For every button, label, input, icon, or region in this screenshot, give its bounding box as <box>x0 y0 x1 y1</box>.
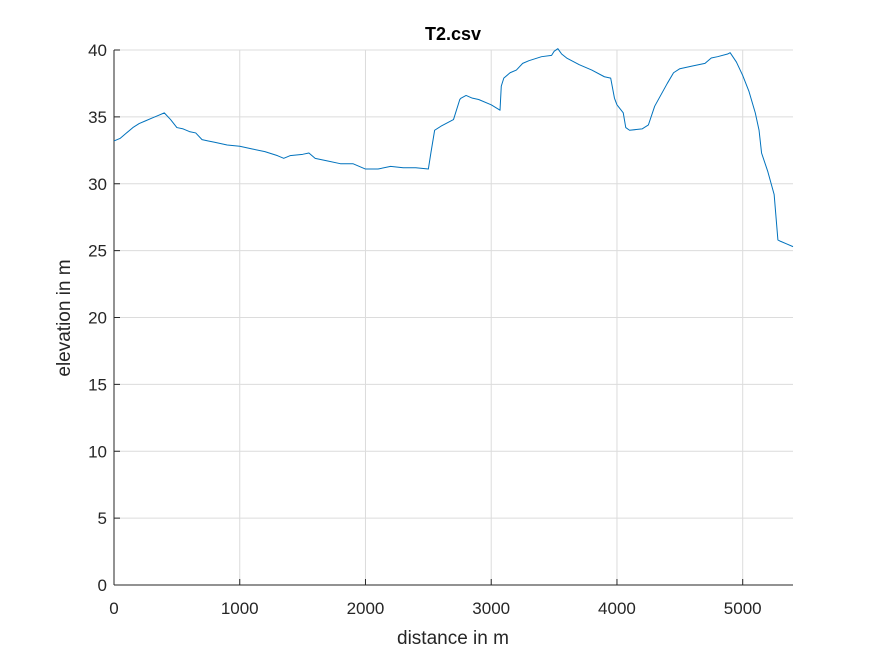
y-axis-ticks: 0 5 10 15 20 25 30 35 40 <box>88 41 120 595</box>
y-tick-label: 30 <box>88 175 107 194</box>
y-tick-label: 40 <box>88 41 107 60</box>
y-tick-label: 20 <box>88 309 107 328</box>
elevation-series-line <box>113 48 794 248</box>
x-tick-label: 4000 <box>598 599 636 618</box>
y-tick-label: 35 <box>88 108 107 127</box>
x-tick-label: 2000 <box>347 599 385 618</box>
y-tick-label: 15 <box>88 375 107 394</box>
x-tick-label: 3000 <box>472 599 510 618</box>
x-tick-label: 1000 <box>221 599 259 618</box>
y-tick-label: 25 <box>88 242 107 261</box>
series-group <box>113 48 794 248</box>
x-tick-label: 5000 <box>724 599 762 618</box>
x-tick-label: 0 <box>109 599 118 618</box>
y-tick-label: 0 <box>98 576 107 595</box>
x-axis-ticks: 0 1000 2000 3000 4000 5000 <box>109 579 762 618</box>
x-axis-label: distance in m <box>397 628 509 649</box>
chart-title: T2.csv <box>425 24 481 44</box>
y-axis-label: elevation in m <box>54 259 75 376</box>
y-tick-label: 10 <box>88 442 107 461</box>
y-tick-label: 5 <box>98 509 107 528</box>
